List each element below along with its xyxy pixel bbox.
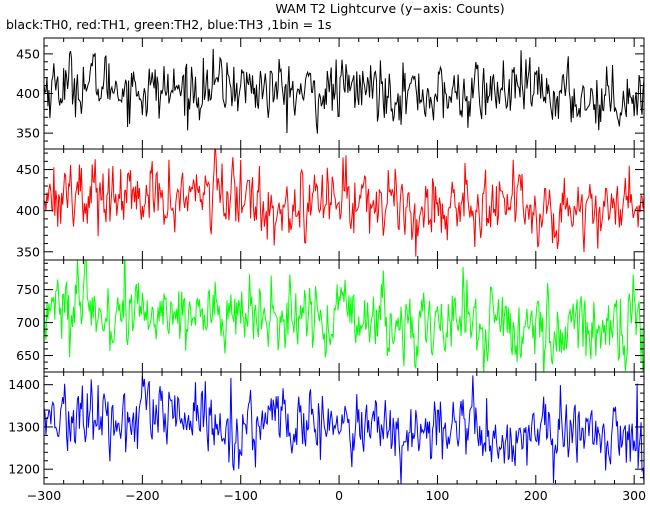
y-tick-label: 1400 (8, 377, 40, 392)
series-line-th0 (44, 48, 644, 134)
y-tick-label: 350 (16, 126, 40, 141)
chart-subtitle: black:TH0, red:TH1, green:TH2, blue:TH3 … (6, 17, 332, 32)
x-tick-label: 100 (426, 488, 450, 503)
panel-frame (43, 37, 645, 150)
series-line-th1 (44, 149, 644, 257)
x-tick-label: 200 (524, 488, 548, 503)
series-line-th2 (44, 260, 644, 372)
panel-th1: 350 400 450 (16, 148, 645, 261)
y-tick-label: 650 (16, 348, 40, 363)
y-tick-label: 1300 (8, 419, 40, 434)
chart-title: WAM T2 Lightcurve (y−axis: Counts) (275, 1, 504, 16)
x-axis: −300 −200 −100 0 100 200 300 (27, 488, 646, 503)
panels: 350 400 450 350 400 450 650 700 750 1200 1300 1400 (8, 37, 645, 485)
series-line-th3 (44, 375, 644, 484)
y-tick-label: 400 (16, 86, 40, 101)
x-tick-label: 300 (622, 488, 646, 503)
y-tick-label: 400 (16, 203, 40, 218)
y-tick-label: 1200 (8, 462, 40, 477)
panel-frame (43, 371, 645, 485)
x-tick-label: −300 (27, 488, 61, 503)
x-tick-label: −200 (125, 488, 159, 503)
y-tick-label: 450 (16, 162, 40, 177)
panel-th0: 350 400 450 (16, 37, 645, 150)
y-tick-label: 700 (16, 315, 40, 330)
panel-frame (43, 148, 645, 261)
y-tick-label: 350 (16, 244, 40, 259)
panel-th2: 650 700 750 (16, 259, 645, 373)
panel-th3: 1200 1300 1400 (8, 371, 645, 485)
y-tick-label: 450 (16, 46, 40, 61)
x-tick-label: 0 (335, 488, 343, 503)
y-tick-label: 750 (16, 282, 40, 297)
x-tick-label: −100 (224, 488, 258, 503)
